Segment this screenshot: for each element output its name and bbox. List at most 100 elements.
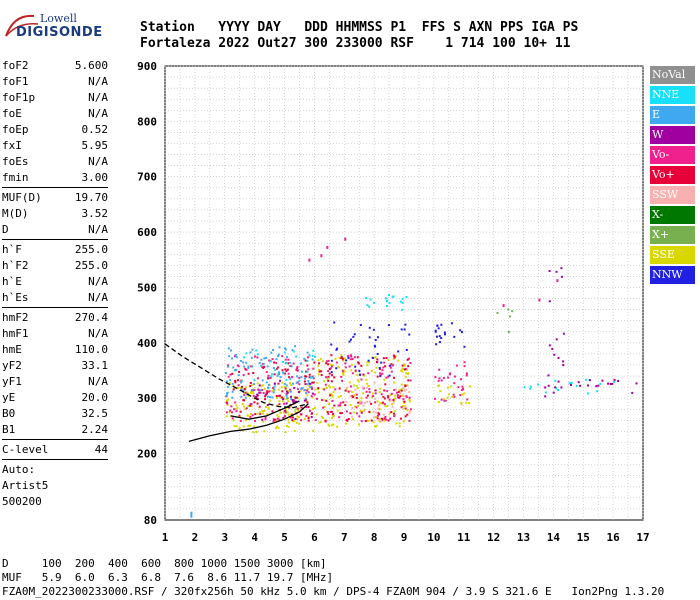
footer-distance-row: D 100 200 400 600 800 1000 1500 3000 [km…	[2, 557, 327, 570]
echo-mark	[340, 412, 343, 415]
echo-mark	[307, 417, 310, 420]
echo-mark	[365, 396, 368, 399]
chart-curves	[164, 343, 309, 443]
echo-mark	[252, 390, 255, 393]
echo-mark	[244, 396, 247, 399]
param-name: hmE	[2, 343, 22, 356]
echo-mark	[358, 423, 361, 426]
echo-mark	[390, 411, 393, 414]
echo-mark	[247, 424, 250, 427]
echo-mark	[300, 406, 303, 409]
echo-mark	[342, 373, 345, 376]
echo-mark	[398, 422, 401, 425]
echo-mark	[307, 419, 310, 422]
echo-mark	[354, 369, 357, 372]
echo-mark	[511, 310, 514, 313]
echo-mark	[354, 370, 357, 373]
echo-mark	[548, 300, 551, 303]
echo-mark	[462, 387, 465, 390]
echo-mark	[323, 405, 326, 408]
echo-mark	[387, 359, 390, 362]
echo-mark	[402, 387, 405, 390]
echo-mark	[243, 392, 246, 395]
echo-mark	[250, 405, 253, 408]
echo-mark	[327, 379, 330, 382]
echo-mark	[226, 391, 229, 394]
echo-mark	[386, 300, 389, 303]
echo-mark	[311, 392, 314, 395]
echo-mark	[284, 348, 287, 351]
echo-mark	[383, 397, 386, 400]
x-tick-label: 1	[162, 531, 169, 544]
echo-mark	[379, 419, 382, 422]
echo-mark	[227, 385, 230, 388]
echo-mark	[305, 375, 308, 378]
echo-mark	[354, 365, 357, 368]
param-name: fxI	[2, 139, 22, 152]
echo-mark	[305, 406, 308, 409]
echo-mark	[306, 370, 309, 373]
echo-mark	[358, 415, 361, 418]
echo-mark	[570, 381, 573, 384]
echo-mark	[399, 391, 402, 394]
echo-mark	[273, 385, 276, 388]
echo-mark	[352, 335, 355, 338]
y-tick-label: 80	[144, 514, 157, 527]
echo-mark	[406, 409, 409, 412]
echo-mark	[293, 420, 296, 423]
echo-mark	[344, 404, 347, 407]
echo-mark	[312, 367, 315, 370]
echo-mark	[227, 347, 230, 350]
echo-mark	[402, 407, 405, 410]
echo-mark	[453, 395, 456, 398]
param-value: 20.0	[81, 391, 109, 404]
echo-mark	[240, 388, 243, 391]
echo-mark	[354, 388, 357, 391]
echo-mark	[253, 379, 256, 382]
echo-mark	[262, 384, 265, 387]
echo-mark	[295, 355, 298, 358]
echo-mark	[378, 391, 381, 394]
echo-mark	[357, 404, 360, 407]
echo-mark	[231, 417, 234, 420]
echo-mark	[240, 359, 243, 362]
y-tick-label: 500	[137, 281, 157, 294]
echo-mark	[447, 376, 450, 379]
param-name: B0	[2, 407, 16, 420]
echo-mark	[404, 388, 407, 391]
echo-mark	[298, 376, 301, 379]
echo-mark	[261, 409, 264, 412]
echo-mark	[437, 384, 440, 387]
echo-mark	[304, 375, 307, 378]
echo-mark	[277, 382, 280, 385]
echo-mark	[442, 377, 445, 380]
echo-mark	[367, 359, 370, 362]
echo-mark	[575, 384, 578, 387]
echo-mark	[345, 388, 348, 391]
echo-mark	[356, 387, 359, 390]
echo-mark	[405, 348, 408, 351]
echo-mark	[450, 395, 453, 398]
echo-mark	[403, 400, 406, 403]
echo-mark	[334, 357, 337, 360]
echo-mark	[554, 379, 557, 382]
echo-mark	[254, 413, 257, 416]
echo-mark	[231, 396, 234, 399]
echo-mark	[405, 372, 408, 375]
echo-mark	[276, 374, 279, 377]
param-row: M(D) 3.52	[2, 206, 108, 222]
echo-mark	[325, 360, 328, 363]
echo-mark	[261, 418, 264, 421]
logo-line-1: Lowell	[40, 12, 77, 25]
echo-mark	[439, 390, 442, 393]
echo-mark	[617, 379, 620, 382]
echo-mark	[285, 384, 288, 387]
echo-mark	[400, 406, 403, 409]
echo-mark	[249, 382, 252, 385]
echo-mark	[239, 419, 242, 422]
echo-mark	[367, 372, 370, 375]
echo-mark	[383, 389, 386, 392]
echo-mark	[400, 369, 403, 372]
echo-mark	[450, 322, 453, 325]
echo-mark	[272, 418, 275, 421]
